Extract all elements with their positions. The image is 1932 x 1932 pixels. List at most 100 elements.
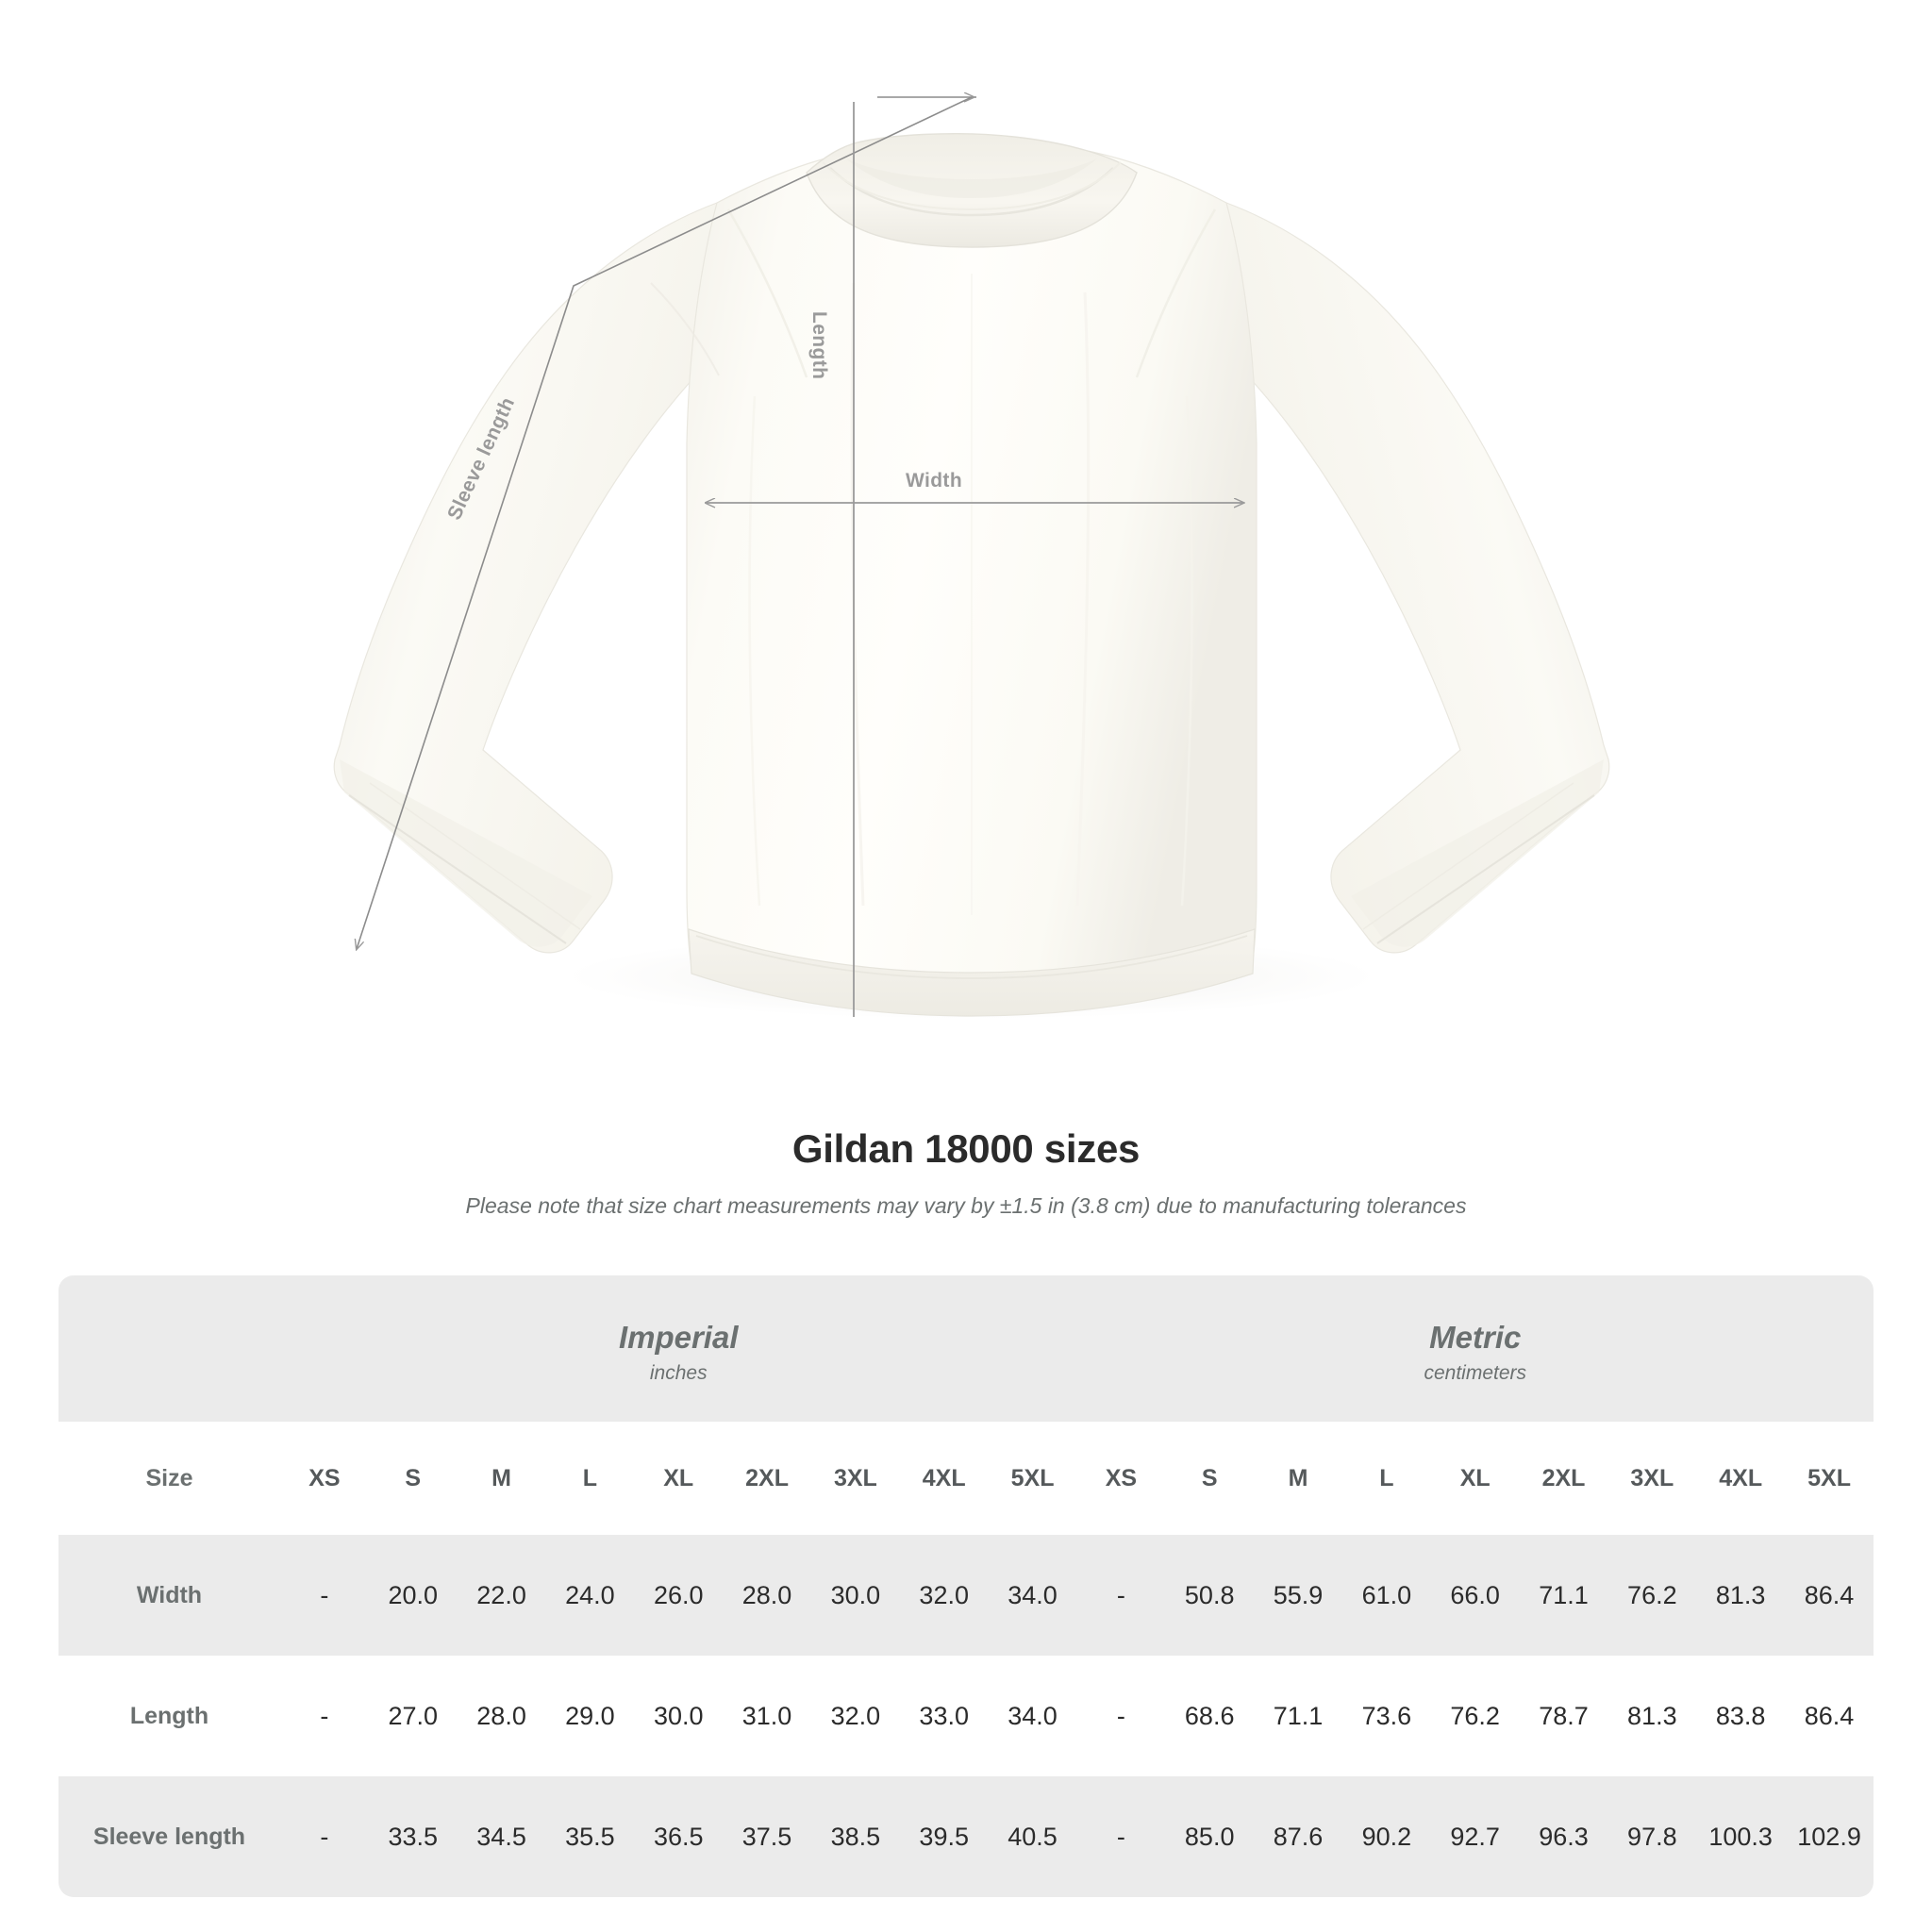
measurement-annotations <box>0 0 1932 1017</box>
cell-metric-m: 87.6 <box>1254 1776 1342 1897</box>
size-header-imperial-l: L <box>545 1422 635 1535</box>
length-annotation-label: Length <box>808 311 830 380</box>
tolerance-note: Please note that size chart measurements… <box>465 1193 1467 1219</box>
garment-diagram: Length Width Sleeve length <box>0 0 1932 1019</box>
cell-imperial-2xl: 37.5 <box>723 1776 811 1897</box>
unit-group-name: Imperial <box>618 1319 739 1355</box>
cell-imperial-s: 20.0 <box>368 1535 458 1656</box>
cell-imperial-l: 29.0 <box>545 1656 635 1776</box>
cell-imperial-m: 34.5 <box>457 1776 546 1897</box>
cell-imperial-xs: - <box>280 1535 369 1656</box>
cell-imperial-2xl: 31.0 <box>723 1656 811 1776</box>
cell-metric-xs: - <box>1076 1535 1166 1656</box>
cell-metric-m: 55.9 <box>1254 1535 1342 1656</box>
table-row: Sleeve length -33.5 34.5 35.5 36.5 37.5 38.5 39… <box>58 1776 1874 1897</box>
cell-metric-xl: 76.2 <box>1430 1656 1520 1776</box>
size-header-imperial-3xl: 3XL <box>810 1422 900 1535</box>
cell-metric-xl: 92.7 <box>1430 1776 1520 1897</box>
cell-metric-3xl: 76.2 <box>1607 1535 1697 1656</box>
cell-imperial-xs: - <box>280 1656 369 1776</box>
size-header-metric-xl: XL <box>1430 1422 1520 1535</box>
size-header-metric-s: S <box>1165 1422 1255 1535</box>
cell-metric-2xl: 96.3 <box>1519 1776 1608 1897</box>
table-row: Width -20.0 22.0 24.0 26.0 28.0 30.0 32.0 34.0-5… <box>58 1535 1874 1656</box>
cell-metric-m: 71.1 <box>1254 1656 1342 1776</box>
cell-metric-5xl: 86.4 <box>1785 1535 1874 1656</box>
cell-metric-l: 90.2 <box>1341 1776 1431 1897</box>
sleeve-length-line <box>357 96 973 949</box>
size-header-metric-4xl: 4XL <box>1696 1422 1786 1535</box>
chart-caption: Gildan 18000 sizes Please note that size… <box>0 1126 1932 1220</box>
size-header-metric-m: M <box>1254 1422 1342 1535</box>
page-title: Gildan 18000 sizes <box>791 1126 1141 1171</box>
unit-group-subtitle: centimeters <box>1424 1362 1527 1385</box>
measurement-label-sleeve-length: Sleeve length <box>58 1776 280 1897</box>
cell-imperial-4xl: 39.5 <box>899 1776 989 1897</box>
cell-imperial-5xl: 34.0 <box>988 1656 1077 1776</box>
cell-imperial-xl: 30.0 <box>634 1656 724 1776</box>
size-header-imperial-xl: XL <box>634 1422 724 1535</box>
cell-metric-2xl: 71.1 <box>1519 1535 1608 1656</box>
unit-group-metric: Metric centimeters <box>1076 1275 1874 1422</box>
cell-metric-xl: 66.0 <box>1430 1535 1520 1656</box>
cell-imperial-m: 28.0 <box>457 1656 546 1776</box>
cell-imperial-xl: 36.5 <box>634 1776 724 1897</box>
cell-imperial-3xl: 38.5 <box>810 1776 900 1897</box>
cell-metric-4xl: 81.3 <box>1696 1535 1786 1656</box>
size-header-metric-l: L <box>1341 1422 1431 1535</box>
size-header-imperial-5xl: 5XL <box>988 1422 1077 1535</box>
cell-imperial-l: 35.5 <box>545 1776 635 1897</box>
size-header-imperial-m: M <box>457 1422 546 1535</box>
unit-group-subtitle: inches <box>649 1362 708 1385</box>
size-header-label: Size <box>58 1422 280 1535</box>
unit-group-imperial: Imperial inches <box>280 1275 1077 1422</box>
cell-imperial-4xl: 32.0 <box>899 1535 989 1656</box>
cell-imperial-s: 33.5 <box>368 1776 458 1897</box>
cell-imperial-s: 27.0 <box>368 1656 458 1776</box>
cell-metric-l: 73.6 <box>1341 1656 1431 1776</box>
sweatshirt-illustration <box>333 133 1610 1019</box>
width-annotation-label: Width <box>905 470 963 491</box>
cell-metric-s: 50.8 <box>1165 1535 1255 1656</box>
cell-imperial-5xl: 34.0 <box>988 1535 1077 1656</box>
cell-imperial-5xl: 40.5 <box>988 1776 1077 1897</box>
size-header-imperial-2xl: 2XL <box>723 1422 811 1535</box>
size-header-metric-xs: XS <box>1076 1422 1166 1535</box>
cell-metric-4xl: 83.8 <box>1696 1656 1786 1776</box>
cell-metric-5xl: 86.4 <box>1785 1656 1874 1776</box>
measurement-label-length: Length <box>58 1656 280 1776</box>
cell-imperial-m: 22.0 <box>457 1535 546 1656</box>
cell-metric-4xl: 100.3 <box>1696 1776 1786 1897</box>
table-row: Length -27.0 28.0 29.0 30.0 31.0 32.0 33.0 34.0-… <box>58 1656 1874 1776</box>
cell-metric-5xl: 102.9 <box>1785 1776 1874 1897</box>
size-table: Imperial inches Metric centimeters Size XS S M L… <box>58 1275 1874 1897</box>
cell-metric-3xl: 81.3 <box>1607 1656 1697 1776</box>
size-header-imperial-xs: XS <box>280 1422 369 1535</box>
cell-imperial-3xl: 32.0 <box>810 1656 900 1776</box>
table-corner-cell <box>58 1275 280 1422</box>
measurement-label-width: Width <box>58 1535 280 1656</box>
unit-banner-row: Imperial inches Metric centimeters <box>58 1275 1874 1422</box>
cell-imperial-3xl: 30.0 <box>810 1535 900 1656</box>
size-table-container: Imperial inches Metric centimeters Size XS S M L… <box>58 1275 1874 1897</box>
cell-imperial-4xl: 33.0 <box>899 1656 989 1776</box>
cell-metric-s: 68.6 <box>1165 1656 1255 1776</box>
size-header-metric-3xl: 3XL <box>1607 1422 1697 1535</box>
unit-group-name: Metric <box>1429 1319 1522 1355</box>
cell-metric-s: 85.0 <box>1165 1776 1255 1897</box>
cell-metric-l: 61.0 <box>1341 1535 1431 1656</box>
size-header-imperial-s: S <box>368 1422 458 1535</box>
cell-imperial-l: 24.0 <box>545 1535 635 1656</box>
size-header-metric-2xl: 2XL <box>1519 1422 1608 1535</box>
cell-metric-xs: - <box>1076 1776 1166 1897</box>
cell-imperial-xl: 26.0 <box>634 1535 724 1656</box>
size-header-metric-5xl: 5XL <box>1785 1422 1874 1535</box>
cell-metric-xs: - <box>1076 1656 1166 1776</box>
cell-imperial-xs: - <box>280 1776 369 1897</box>
size-header-row: Size XS S M L XL 2XL 3XL 4XL 5XL XS S M L XL 2XL 3XL 4XL 5… <box>58 1422 1874 1535</box>
cell-metric-3xl: 97.8 <box>1607 1776 1697 1897</box>
size-header-imperial-4xl: 4XL <box>899 1422 989 1535</box>
cell-metric-2xl: 78.7 <box>1519 1656 1608 1776</box>
cell-imperial-2xl: 28.0 <box>723 1535 811 1656</box>
